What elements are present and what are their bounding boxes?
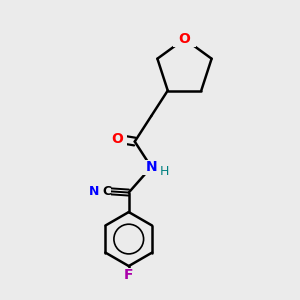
Text: F: F <box>124 268 134 282</box>
Text: O: O <box>178 32 190 46</box>
FancyBboxPatch shape <box>172 32 197 46</box>
FancyBboxPatch shape <box>103 184 111 198</box>
Text: C: C <box>103 184 112 198</box>
Text: N: N <box>89 184 99 198</box>
FancyBboxPatch shape <box>120 268 138 283</box>
FancyBboxPatch shape <box>141 160 162 175</box>
Text: N: N <box>146 160 157 174</box>
Text: H: H <box>160 165 170 178</box>
FancyBboxPatch shape <box>90 184 99 198</box>
Text: O: O <box>111 132 123 145</box>
FancyBboxPatch shape <box>106 131 127 146</box>
